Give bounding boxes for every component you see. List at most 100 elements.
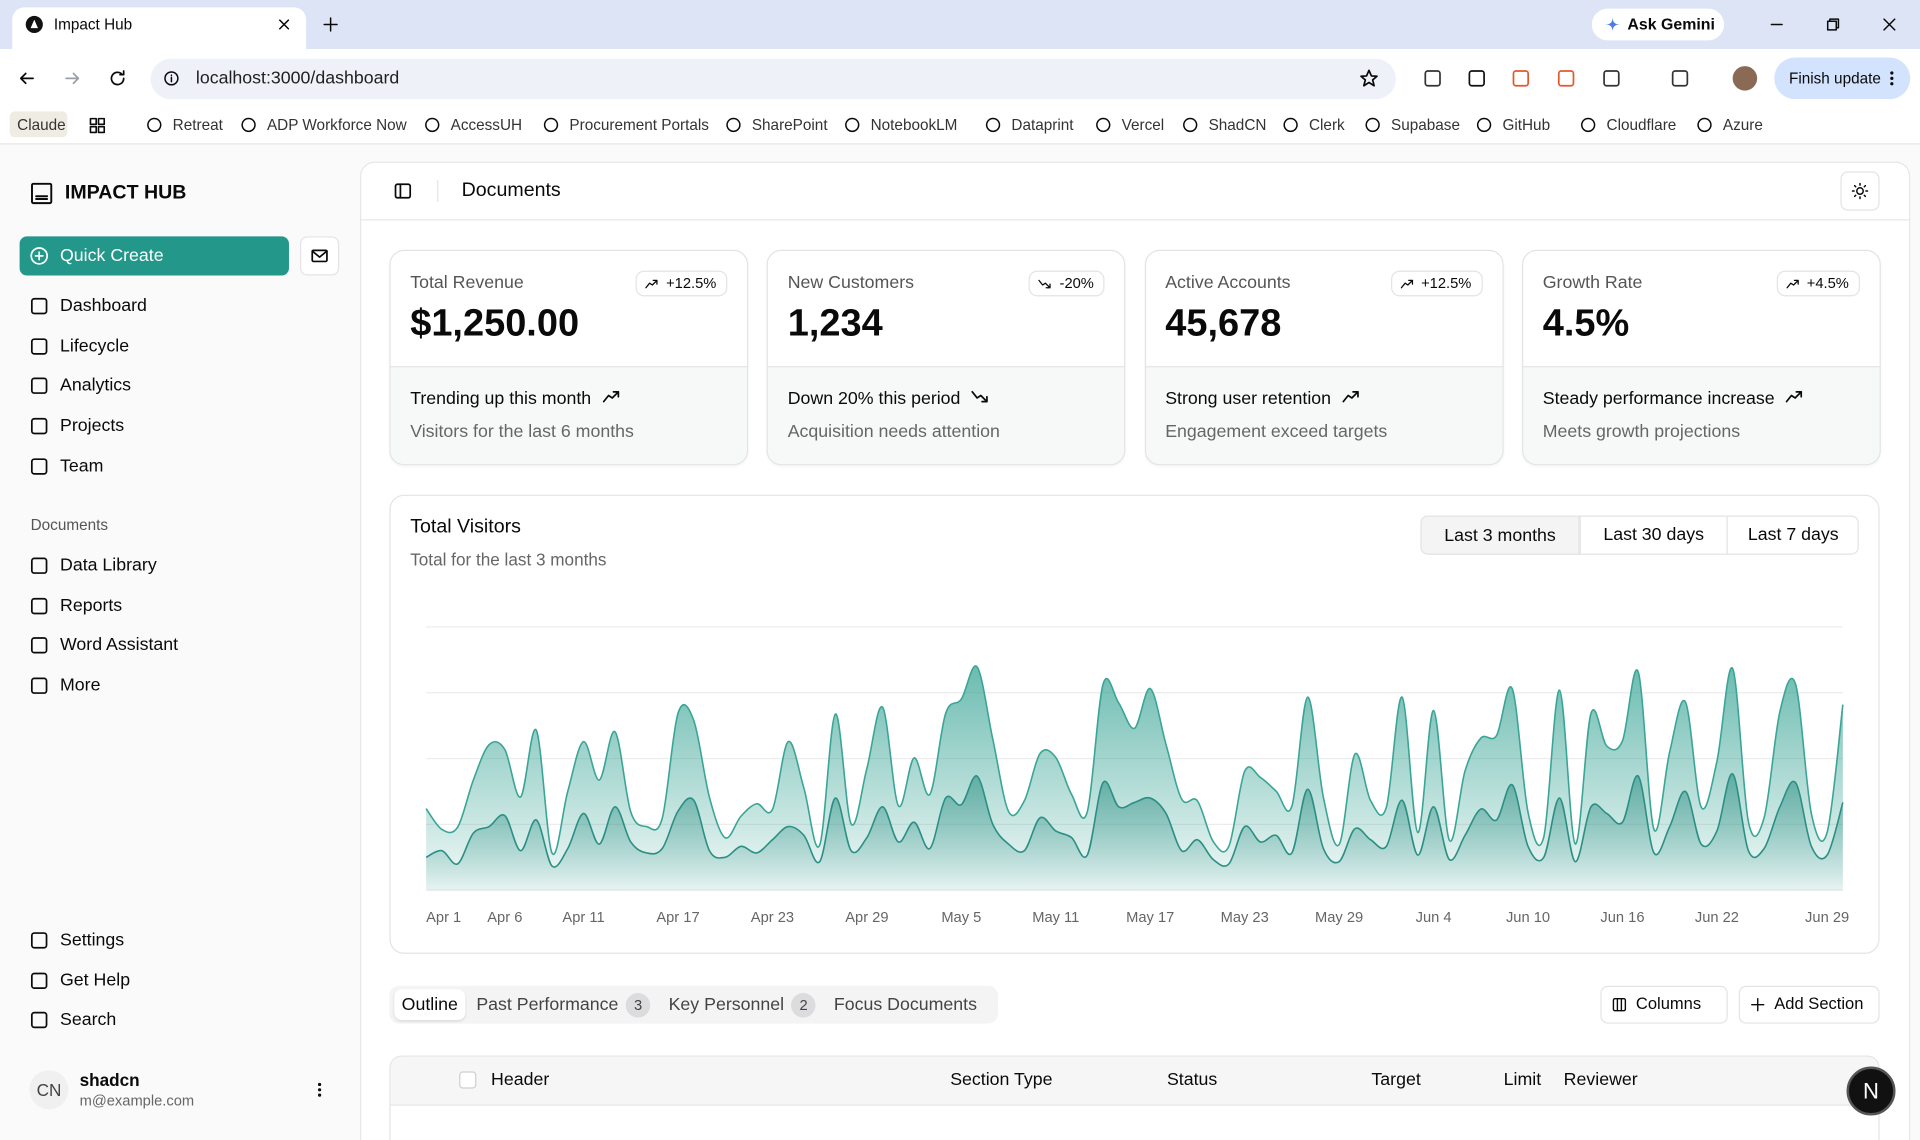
- bookmark-chip[interactable]: [9, 111, 68, 138]
- nav-item[interactable]: Team: [60, 456, 104, 477]
- range-option[interactable]: Last 7 days: [1726, 515, 1859, 555]
- x-tick-label: Jun 10: [1506, 910, 1550, 926]
- tab[interactable]: Focus Documents: [827, 989, 985, 1020]
- close-window: [1881, 16, 1898, 33]
- x-tick-label: Jun 29: [1805, 910, 1849, 926]
- tab-title: Impact Hub: [53, 15, 133, 34]
- bookmark[interactable]: ShadCN: [1208, 116, 1267, 134]
- card-badge: +12.5%: [1390, 270, 1483, 297]
- bookmark[interactable]: Azure: [1722, 116, 1763, 134]
- back: [17, 69, 37, 89]
- bookmark[interactable]: Vercel: [1121, 116, 1165, 134]
- bookmark[interactable]: Clerk: [1308, 116, 1345, 134]
- bookmark[interactable]: GitHub: [1502, 116, 1551, 134]
- nav-item[interactable]: Word Assistant: [60, 635, 179, 656]
- column-header: Target: [1371, 1070, 1421, 1090]
- bookmark-icon: [1476, 116, 1493, 133]
- bookmark[interactable]: Claude: [17, 116, 66, 134]
- nav-item[interactable]: Search: [60, 1010, 117, 1031]
- tab[interactable]: Outline: [394, 989, 466, 1020]
- plus-circle: [29, 246, 49, 266]
- bookmark[interactable]: Procurement Portals: [569, 116, 709, 134]
- tab-count: 2: [791, 992, 816, 1017]
- trend-arrow: [601, 387, 621, 407]
- button-label: Columns: [1635, 994, 1702, 1013]
- card-note: Engagement exceed targets: [1165, 422, 1388, 443]
- chart-title: Total Visitors: [410, 516, 521, 538]
- card-label: Active Accounts: [1165, 273, 1291, 293]
- x-tick-label: May 29: [1315, 910, 1363, 926]
- bookmark-icon: [1182, 116, 1199, 133]
- nav-item[interactable]: Get Help: [60, 970, 131, 991]
- profile[interactable]: [1732, 66, 1758, 91]
- quick-create[interactable]: [19, 236, 289, 276]
- card-rule: [766, 366, 1126, 368]
- apps: [88, 116, 106, 134]
- trend-arrow: [1340, 387, 1360, 407]
- nav-item[interactable]: Data Library: [60, 555, 157, 576]
- nav-item[interactable]: More: [60, 676, 101, 696]
- bookmark[interactable]: Supabase: [1391, 116, 1460, 134]
- nav-icon: [29, 296, 49, 316]
- column-header: Section Type: [950, 1070, 1053, 1090]
- card-badge: +12.5%: [635, 270, 728, 297]
- tab[interactable]: Past Performance 3: [469, 989, 658, 1020]
- tab-label: Past Performance: [476, 994, 619, 1015]
- user-name: shadcn: [79, 1070, 140, 1090]
- card-value: 45,678: [1165, 301, 1282, 345]
- range-option[interactable]: Last 30 days: [1579, 515, 1727, 555]
- finish-update[interactable]: [1774, 57, 1911, 100]
- nav-item[interactable]: Dashboard: [60, 296, 147, 316]
- bookmark[interactable]: Dataprint: [1011, 116, 1074, 134]
- bookmark[interactable]: ADP Workforce Now: [266, 116, 407, 134]
- section-label: Documents: [30, 516, 109, 534]
- quick-create-label: Quick Create: [60, 246, 164, 266]
- tab-list: [389, 985, 998, 1024]
- bookmark-icon: [146, 116, 163, 133]
- card-badge: +4.5%: [1776, 270, 1860, 297]
- inbox[interactable]: [300, 236, 340, 276]
- url: localhost:3000/dashboard: [195, 68, 400, 89]
- address-bar[interactable]: [150, 58, 1396, 100]
- tab[interactable]: Key Personnel 2: [661, 989, 823, 1020]
- x-tick-label: May 11: [1032, 910, 1079, 926]
- action-button[interactable]: [1600, 985, 1728, 1024]
- nav-item[interactable]: Lifecycle: [60, 336, 130, 356]
- button-icon: [1749, 996, 1765, 1012]
- card-badge: -20%: [1028, 270, 1105, 297]
- reload: [108, 69, 128, 89]
- theme-toggle[interactable]: [1840, 171, 1880, 211]
- nav-item[interactable]: Reports: [60, 595, 123, 616]
- card-rule: [389, 366, 749, 368]
- bookmark[interactable]: AccessUH: [450, 116, 523, 134]
- area-line: [425, 665, 1844, 856]
- badge-arrow: [1399, 277, 1414, 292]
- checkbox[interactable]: [459, 1071, 477, 1089]
- gemini-icon: [1604, 16, 1621, 33]
- avatar: CN: [29, 1070, 69, 1110]
- floating-badge[interactable]: N: [1846, 1066, 1896, 1116]
- x-tick-label: Jun 4: [1416, 910, 1452, 926]
- x-tick-label: Apr 6: [487, 910, 522, 926]
- nav-icon: [29, 1011, 49, 1031]
- browser-tab[interactable]: [12, 7, 307, 49]
- badge-arrow: [1038, 277, 1053, 292]
- range-option[interactable]: Last 3 months: [1420, 515, 1580, 555]
- nav-item[interactable]: Analytics: [60, 376, 132, 396]
- sun-icon: [1851, 182, 1869, 200]
- nav-icon: [29, 336, 49, 356]
- nav-icon: [29, 456, 49, 476]
- nav-item[interactable]: Projects: [60, 416, 125, 437]
- page-title: Documents: [461, 180, 561, 201]
- nav-icon: [29, 376, 49, 396]
- extension-icon: [1556, 69, 1576, 89]
- card-trend: Steady performance increase: [1542, 389, 1775, 409]
- bookmark[interactable]: Cloudflare: [1606, 116, 1677, 134]
- bookmark[interactable]: Retreat: [172, 116, 223, 134]
- nav-icon: [29, 556, 49, 576]
- nav-item[interactable]: Settings: [60, 930, 125, 951]
- bookmark[interactable]: NotebookLM: [870, 116, 958, 134]
- bookmark-star: [1359, 69, 1379, 89]
- bookmark[interactable]: SharePoint: [751, 116, 828, 134]
- x-tick-label: Apr 1: [426, 910, 461, 926]
